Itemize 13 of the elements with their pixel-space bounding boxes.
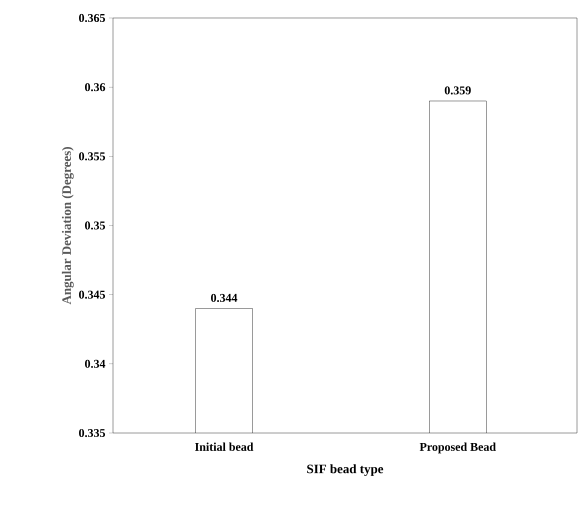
y-tick-label: 0.355 (79, 152, 106, 160)
y-tick-label: 0.365 (79, 14, 106, 22)
data-label: 0.359 (444, 86, 471, 94)
data-label: 0.344 (211, 294, 238, 302)
x-tick-label: Proposed Bead (420, 442, 496, 454)
y-tick-label: 0.335 (79, 428, 106, 438)
y-tick-label: 0.34 (85, 360, 106, 368)
x-tick-label: Initial bead (195, 442, 254, 451)
y-axis-title: Angular Deviation (Degrees) (62, 147, 74, 304)
y-tick-label: 0.36 (85, 83, 106, 92)
y-tick-label: 0.345 (79, 290, 106, 299)
x-axis-title: SIF bead type (307, 464, 384, 476)
y-tick-label: 0.35 (85, 221, 106, 230)
